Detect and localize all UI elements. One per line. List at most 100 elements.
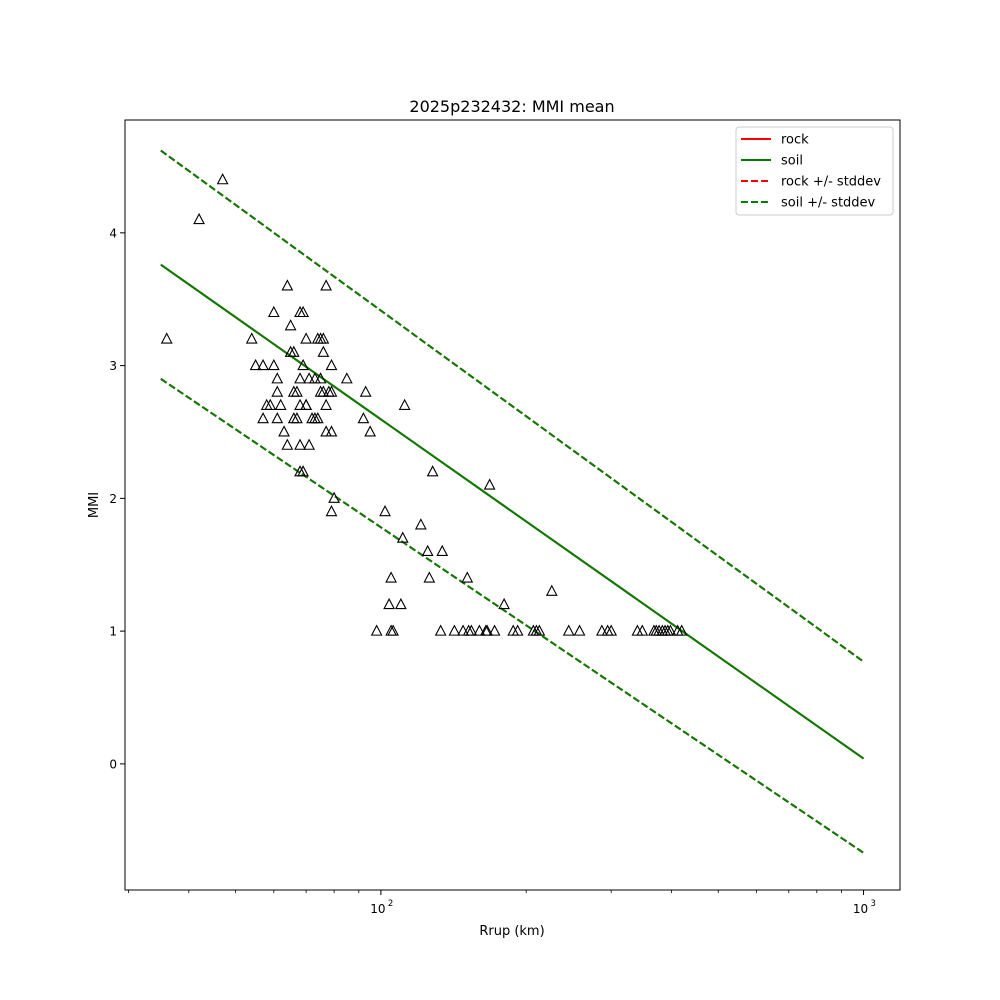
- data-point: [383, 597, 396, 610]
- data-point: [311, 412, 324, 424]
- data-point: [291, 385, 303, 397]
- x-tick-label-exponent: 3: [871, 899, 876, 909]
- data-point: [271, 372, 284, 384]
- data-point: [249, 358, 262, 371]
- data-point: [385, 571, 398, 583]
- y-tick-label: 1: [109, 625, 117, 639]
- chart-title: 2025p232432: MMI mean: [409, 97, 614, 116]
- data-point: [498, 597, 511, 610]
- data-point: [281, 279, 294, 291]
- data-point: [325, 425, 338, 437]
- legend-label: soil +/- stddev: [781, 196, 876, 211]
- data-point: [434, 624, 447, 636]
- data-point: [357, 412, 370, 424]
- data-point: [426, 465, 439, 477]
- data-point: [545, 584, 558, 596]
- data-point: [436, 544, 449, 557]
- series-line-soil-stddev-lower: [160, 378, 865, 854]
- data-point: [297, 465, 310, 477]
- data-point: [320, 398, 333, 410]
- data-point: [291, 412, 303, 424]
- data-point: [631, 624, 644, 636]
- x-tick-label: 10: [370, 902, 385, 916]
- data-point: [267, 358, 280, 371]
- x-tick-label: 10: [853, 902, 868, 916]
- legend-box: [735, 126, 894, 216]
- data-point: [325, 358, 338, 371]
- data-point: [481, 624, 494, 636]
- data-point: [488, 624, 501, 636]
- data-point: [300, 398, 313, 410]
- legend-label: rock: [781, 133, 809, 148]
- data-point: [309, 372, 321, 384]
- legend-label: rock +/- stddev: [781, 175, 881, 190]
- data-point: [160, 332, 173, 344]
- data-point: [271, 412, 284, 424]
- data-point: [364, 425, 377, 437]
- data-point: [573, 624, 586, 636]
- data-point: [317, 332, 330, 344]
- data-point: [387, 624, 400, 636]
- data-point: [245, 332, 258, 344]
- y-tick-label: 0: [109, 757, 117, 771]
- data-point: [294, 372, 306, 384]
- data-point: [379, 504, 391, 517]
- data-point: [303, 372, 316, 384]
- data-point: [340, 372, 353, 384]
- data-point: [260, 398, 273, 410]
- data-point: [595, 624, 608, 636]
- data-point: [317, 345, 330, 357]
- legend: rock soil rock +/- stddev soil +/- stddev: [735, 126, 894, 216]
- data-point: [267, 305, 280, 318]
- y-tick-label: 3: [109, 359, 117, 373]
- series-line-soil: [160, 263, 865, 760]
- legend-label: soil: [781, 154, 803, 169]
- data-point: [294, 438, 306, 450]
- data-point: [675, 624, 688, 636]
- data-point: [297, 305, 310, 318]
- data-point: [216, 173, 229, 185]
- data-point: [533, 624, 546, 636]
- data-point: [271, 385, 284, 397]
- y-axis-label: MMI: [87, 492, 102, 518]
- data-point: [414, 518, 427, 530]
- data-point: [278, 425, 290, 437]
- data-point: [423, 571, 436, 583]
- data-point: [483, 478, 496, 490]
- data-point: [448, 624, 461, 636]
- data-point: [396, 531, 409, 543]
- data-point: [303, 438, 316, 450]
- data-point: [264, 398, 277, 410]
- y-tick-label: 2: [109, 492, 117, 506]
- data-point: [297, 358, 310, 371]
- data-point: [325, 504, 338, 517]
- data-point: [605, 624, 618, 636]
- plot-frame: [124, 119, 901, 891]
- data-point: [398, 398, 411, 410]
- data-point: [294, 398, 306, 410]
- y-tick-label: 4: [109, 226, 117, 240]
- data-point: [300, 332, 313, 344]
- data-point: [320, 425, 333, 437]
- data-point: [394, 597, 407, 610]
- data-point: [325, 385, 338, 397]
- data-point: [465, 624, 478, 636]
- data-point: [281, 438, 294, 450]
- data-point: [193, 212, 205, 225]
- data-point: [287, 345, 300, 357]
- data-point: [664, 624, 677, 636]
- data-point: [473, 624, 486, 636]
- series-line-soil-stddev-upper: [160, 149, 865, 663]
- data-point: [284, 319, 297, 331]
- data-point: [370, 624, 383, 636]
- data-point: [257, 412, 269, 424]
- data-point: [421, 544, 434, 557]
- data-point: [257, 358, 269, 371]
- data-point: [636, 624, 649, 636]
- data-point: [314, 372, 327, 384]
- data-point: [461, 571, 474, 583]
- data-point: [320, 279, 333, 291]
- data-point: [562, 624, 575, 636]
- data-point: [328, 491, 341, 503]
